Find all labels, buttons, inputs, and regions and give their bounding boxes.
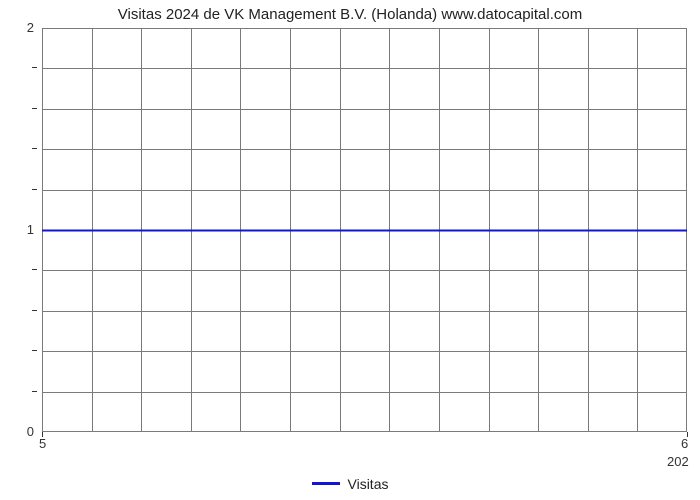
legend-item-visitas: Visitas [312,476,389,492]
legend: Visitas [0,472,700,492]
y-minor-tick [32,391,37,392]
plot-area [42,28,687,432]
y-tick-label-0: 0 [27,424,34,439]
plot-svg [42,28,687,432]
y-minor-tick [32,269,37,270]
legend-swatch [312,482,340,485]
x-tick-mark [42,432,43,437]
y-minor-tick [32,310,37,311]
y-minor-tick [32,108,37,109]
y-minor-tick [32,350,37,351]
y-minor-tick [32,67,37,68]
chart-container: Visitas 2024 de VK Management B.V. (Hola… [0,0,700,500]
y-tick-label-2: 2 [27,20,34,35]
y-minor-tick [32,148,37,149]
chart-title: Visitas 2024 de VK Management B.V. (Hola… [0,6,700,23]
x-tick-label-0: 5 [39,436,46,451]
legend-label: Visitas [348,476,389,492]
x-tick-mark [687,432,688,437]
x-tick-label-1: 6 [681,436,688,451]
x-right-label: 202 [667,454,689,469]
y-tick-label-1: 1 [27,222,34,237]
y-minor-tick [32,189,37,190]
